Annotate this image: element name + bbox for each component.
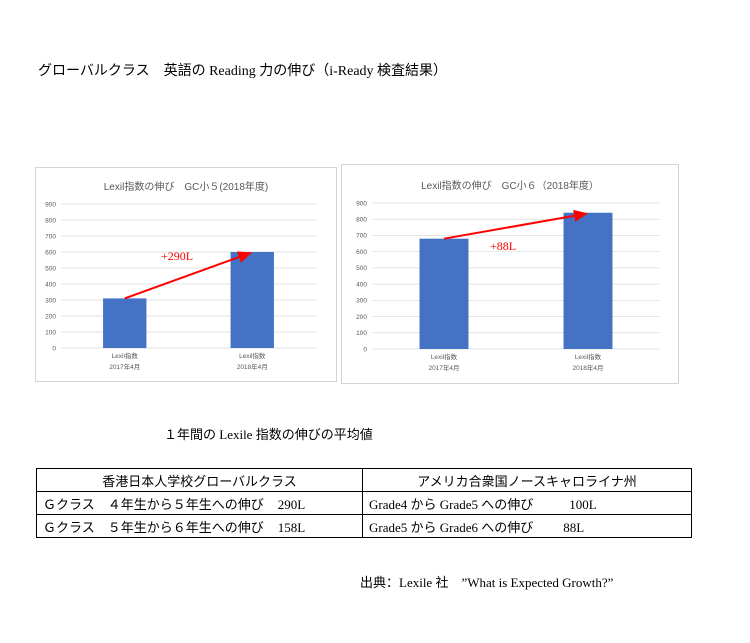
row-label: Grade5 から Grade6 への伸び (369, 519, 534, 535)
row-label: Ｇクラス ５年生から６年生への伸び (43, 519, 264, 535)
growth-arrow (443, 209, 588, 240)
growth-arrow (124, 251, 253, 300)
table-row: Ｇクラス ４年生から５年生への伸び 290L Grade4 から Grade5 へ… (36, 491, 692, 515)
table-cell: Ｇクラス ４年生から５年生への伸び 290L (36, 491, 363, 515)
y-tick-label: 300 (356, 298, 367, 305)
table-row: Ｇクラス ５年生から６年生への伸び 158L Grade5 から Grade6 へ… (36, 514, 692, 538)
y-tick-label: 400 (45, 281, 56, 288)
y-tick-label: 100 (356, 330, 367, 337)
growth-comparison-table: 香港日本人学校グローバルクラス アメリカ合衆国ノースキャロライナ州 Ｇクラス ４… (36, 468, 692, 538)
table-header-row: 香港日本人学校グローバルクラス アメリカ合衆国ノースキャロライナ州 (36, 468, 692, 492)
table-cell: Grade4 から Grade5 への伸び 100L (362, 491, 692, 515)
table-subtitle: １年間の Lexile 指数の伸びの平均値 (164, 427, 373, 442)
row-value: 290L (277, 496, 306, 512)
x-category-label: Lexil指数 (575, 352, 602, 361)
y-tick-label: 900 (356, 200, 367, 207)
table-cell: Ｇクラス ５年生から６年生への伸び 158L (36, 514, 363, 538)
y-tick-label: 400 (356, 281, 367, 288)
table-cell: Grade5 から Grade6 への伸び 88L (362, 514, 692, 538)
y-tick-label: 800 (356, 217, 367, 224)
row-value: 100L (569, 496, 597, 512)
y-tick-label: 700 (356, 233, 367, 240)
y-tick-label: 0 (52, 345, 56, 352)
x-category-label: Lexil指数 (112, 351, 139, 360)
page-heading: グローバルクラス 英語の Reading 力の伸び（i-Ready 検査結果） (38, 64, 448, 79)
x-category-label: 2017年4月 (428, 363, 459, 372)
chart-plot: 0 100 200 300 400 500 600 700 800 900 Lexil指数 2017年… (45, 201, 316, 371)
growth-annotation: +88L (490, 239, 516, 253)
bar (563, 212, 613, 349)
x-category-label: Lexil指数 (431, 352, 458, 361)
y-tick-label: 200 (45, 313, 56, 320)
header-north-carolina: アメリカ合衆国ノースキャロライナ州 (362, 468, 692, 492)
y-tick-label: 700 (45, 233, 56, 240)
chart-title: Lexil指数の伸び GC小５(2018年度) (103, 182, 269, 193)
header-hongkong: 香港日本人学校グローバルクラス (36, 468, 363, 492)
row-label: Grade4 から Grade5 への伸び (369, 496, 534, 512)
chart-plot: 0 100 200 300 400 500 600 700 800 900 Lexil指数 2017年… (356, 200, 660, 372)
source-citation: 出典：Lexile 社 ”What is Expected Growth?” (360, 575, 614, 590)
lexile-chart-grade6: Lexil指数の伸び GC小６（2018年度） 0 100 200 300 400 500… (341, 164, 679, 384)
y-tick-label: 800 (45, 217, 56, 224)
y-tick-label: 500 (356, 265, 367, 272)
x-category-label: 2018年4月 (572, 363, 603, 372)
y-tick-label: 500 (45, 265, 56, 272)
growth-annotation: +290L (161, 249, 193, 263)
y-tick-label: 100 (45, 329, 56, 336)
y-tick-label: 200 (356, 314, 367, 321)
y-tick-label: 900 (45, 201, 56, 208)
row-label: Ｇクラス ４年生から５年生への伸び (43, 496, 264, 512)
y-tick-label: 300 (45, 297, 56, 304)
x-category-label: 2017年4月 (109, 362, 140, 371)
x-category-label: 2018年4月 (237, 362, 268, 371)
y-tick-label: 600 (45, 249, 56, 256)
lexile-chart-grade5: Lexil指数の伸び GC小５(2018年度) 0 100 200 300 400 500… (35, 167, 337, 382)
bar (419, 238, 469, 349)
x-category-label: Lexil指数 (239, 351, 266, 360)
chart-title: Lexil指数の伸び GC小６（2018年度） (421, 181, 599, 192)
row-value: 88L (563, 519, 585, 535)
bar (103, 298, 147, 348)
y-tick-label: 600 (356, 249, 367, 256)
y-tick-label: 0 (363, 346, 367, 353)
bar (230, 252, 274, 348)
row-value: 158L (277, 519, 306, 535)
